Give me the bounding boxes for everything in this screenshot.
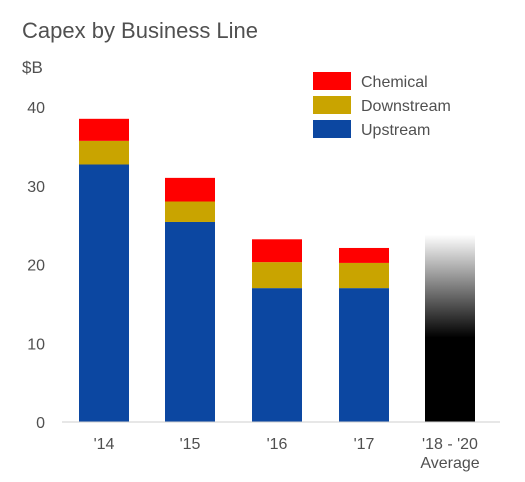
y-tick-label: 20 xyxy=(27,258,45,275)
chart-title: Capex by Business Line xyxy=(22,18,259,43)
bar-segment-chemical xyxy=(252,239,302,263)
bar-segment-upstream xyxy=(339,288,389,422)
bar-segment-downstream xyxy=(252,262,302,289)
legend-label-upstream: Upstream xyxy=(361,122,430,139)
bar-segment-chemical xyxy=(339,247,389,263)
x-tick-label: '16 xyxy=(267,436,288,453)
legend-label-chemical: Chemical xyxy=(361,74,428,91)
x-tick-label: '17 xyxy=(354,436,375,453)
x-tick-label: '15 xyxy=(180,436,201,453)
bar-segment-chemical xyxy=(165,177,215,202)
bar-segment-upstream xyxy=(165,221,215,422)
x-tick-label: '18 - '20 Average xyxy=(420,436,479,472)
y-tick-label: 40 xyxy=(27,100,45,117)
legend-swatch-chemical xyxy=(313,72,351,90)
bar-segment-downstream xyxy=(339,262,389,289)
bar-segment-downstream xyxy=(79,140,129,165)
y-ticks-group: 0 10 20 30 40 xyxy=(27,100,45,432)
legend: Chemical Downstream Upstream xyxy=(313,72,451,139)
bars-group xyxy=(79,118,475,423)
bar-segment-chemical xyxy=(79,118,129,141)
y-tick-label: 10 xyxy=(27,336,45,353)
legend-swatch-downstream xyxy=(313,96,351,114)
y-tick-label: 30 xyxy=(27,179,45,196)
bar-segment-upstream xyxy=(79,164,129,423)
x-ticks-group: '14 '15 '16 '17 '18 - '20 Average xyxy=(94,436,480,472)
y-tick-label: 0 xyxy=(36,415,45,432)
bar-segment-upstream xyxy=(252,288,302,422)
y-axis-unit: $B xyxy=(22,58,43,77)
legend-label-downstream: Downstream xyxy=(361,98,451,115)
bar-average xyxy=(425,234,475,422)
bar-segment-downstream xyxy=(165,201,215,222)
x-tick-label: '14 xyxy=(94,436,115,453)
legend-swatch-upstream xyxy=(313,120,351,138)
